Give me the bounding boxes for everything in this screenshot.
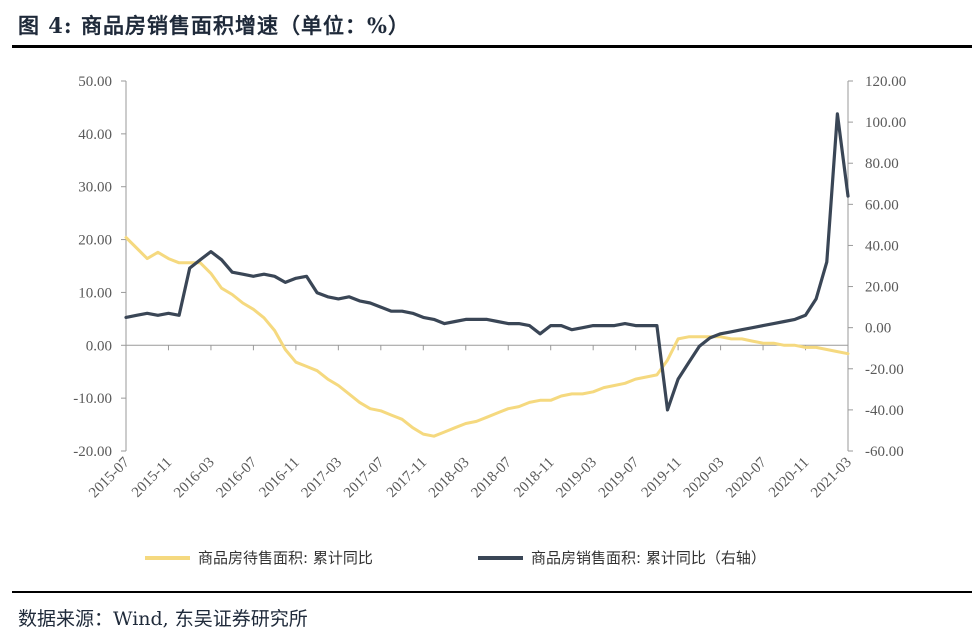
source-note: 数据来源：Wind, 东吴证券研究所 xyxy=(18,608,308,630)
series-line-sales-yoy xyxy=(124,112,850,412)
right-tick-label: -20.00 xyxy=(865,362,904,378)
left-tick-label: 20.00 xyxy=(78,233,112,249)
x-tick-label: 2021-03 xyxy=(808,455,855,502)
right-y-axis: 120.00 100.00 80.00 60.00 40.00 20.00 0.00 -20.… xyxy=(847,74,906,460)
x-tick-label: 2020-11 xyxy=(766,455,812,501)
x-tick-label: 2017-03 xyxy=(299,455,346,502)
plot-lines xyxy=(124,112,850,438)
x-tick-label: 2019-03 xyxy=(553,455,600,502)
left-tick-label: 40.00 xyxy=(78,127,112,143)
legend: 商品房待售面积: 累计同比 商品房销售面积: 累计同比（右轴） xyxy=(145,549,766,567)
x-tick-label: 2018-11 xyxy=(511,455,557,501)
right-tick-label: 20.00 xyxy=(865,280,899,296)
right-tick-label: 80.00 xyxy=(865,156,899,172)
left-tick-label: 30.00 xyxy=(78,180,112,196)
x-tick-label: 2017-07 xyxy=(341,454,388,501)
x-tick-label: 2019-11 xyxy=(639,455,685,501)
x-tick-label: 2020-07 xyxy=(723,454,770,501)
x-tick-label: 2018-07 xyxy=(468,454,515,501)
x-tick-label: 2016-07 xyxy=(214,454,261,501)
left-tick-label: -10.00 xyxy=(73,391,112,407)
right-tick-label: 40.00 xyxy=(865,238,899,254)
right-tick-label: 120.00 xyxy=(865,74,906,90)
left-tick-label: -20.00 xyxy=(73,444,112,460)
x-tick-label: 2017-11 xyxy=(384,455,430,501)
x-tick-label: 2015-07 xyxy=(86,454,133,501)
right-tick-label: -60.00 xyxy=(865,444,904,460)
x-tick-label: 2018-03 xyxy=(426,455,473,502)
legend-label-sales: 商品房销售面积: 累计同比（右轴） xyxy=(531,549,766,567)
legend-label-inventory: 商品房待售面积: 累计同比 xyxy=(198,549,373,567)
right-tick-label: 100.00 xyxy=(865,115,906,131)
x-tick-label: 2016-03 xyxy=(171,455,218,502)
figure-title: 图 4: 商品房销售面积增速（单位：%） xyxy=(18,13,410,38)
right-tick-label: 60.00 xyxy=(865,197,899,213)
left-tick-label: 50.00 xyxy=(78,74,112,90)
left-y-axis: 50.00 40.00 30.00 20.00 10.00 0.00 -10.00 -20.0… xyxy=(73,74,127,460)
left-tick-label: 0.00 xyxy=(86,338,112,354)
x-tick-label: 2015-11 xyxy=(129,455,175,501)
title-rule xyxy=(12,45,972,48)
series-line-inventory-yoy xyxy=(124,236,850,438)
x-tick-label: 2016-11 xyxy=(256,455,302,501)
x-tick-label: 2020-03 xyxy=(681,455,728,502)
right-tick-label: 0.00 xyxy=(865,321,891,337)
right-tick-label: -40.00 xyxy=(865,403,904,419)
x-tick-label: 2019-07 xyxy=(596,454,643,501)
left-tick-label: 10.00 xyxy=(78,285,112,301)
source-rule xyxy=(12,591,972,593)
